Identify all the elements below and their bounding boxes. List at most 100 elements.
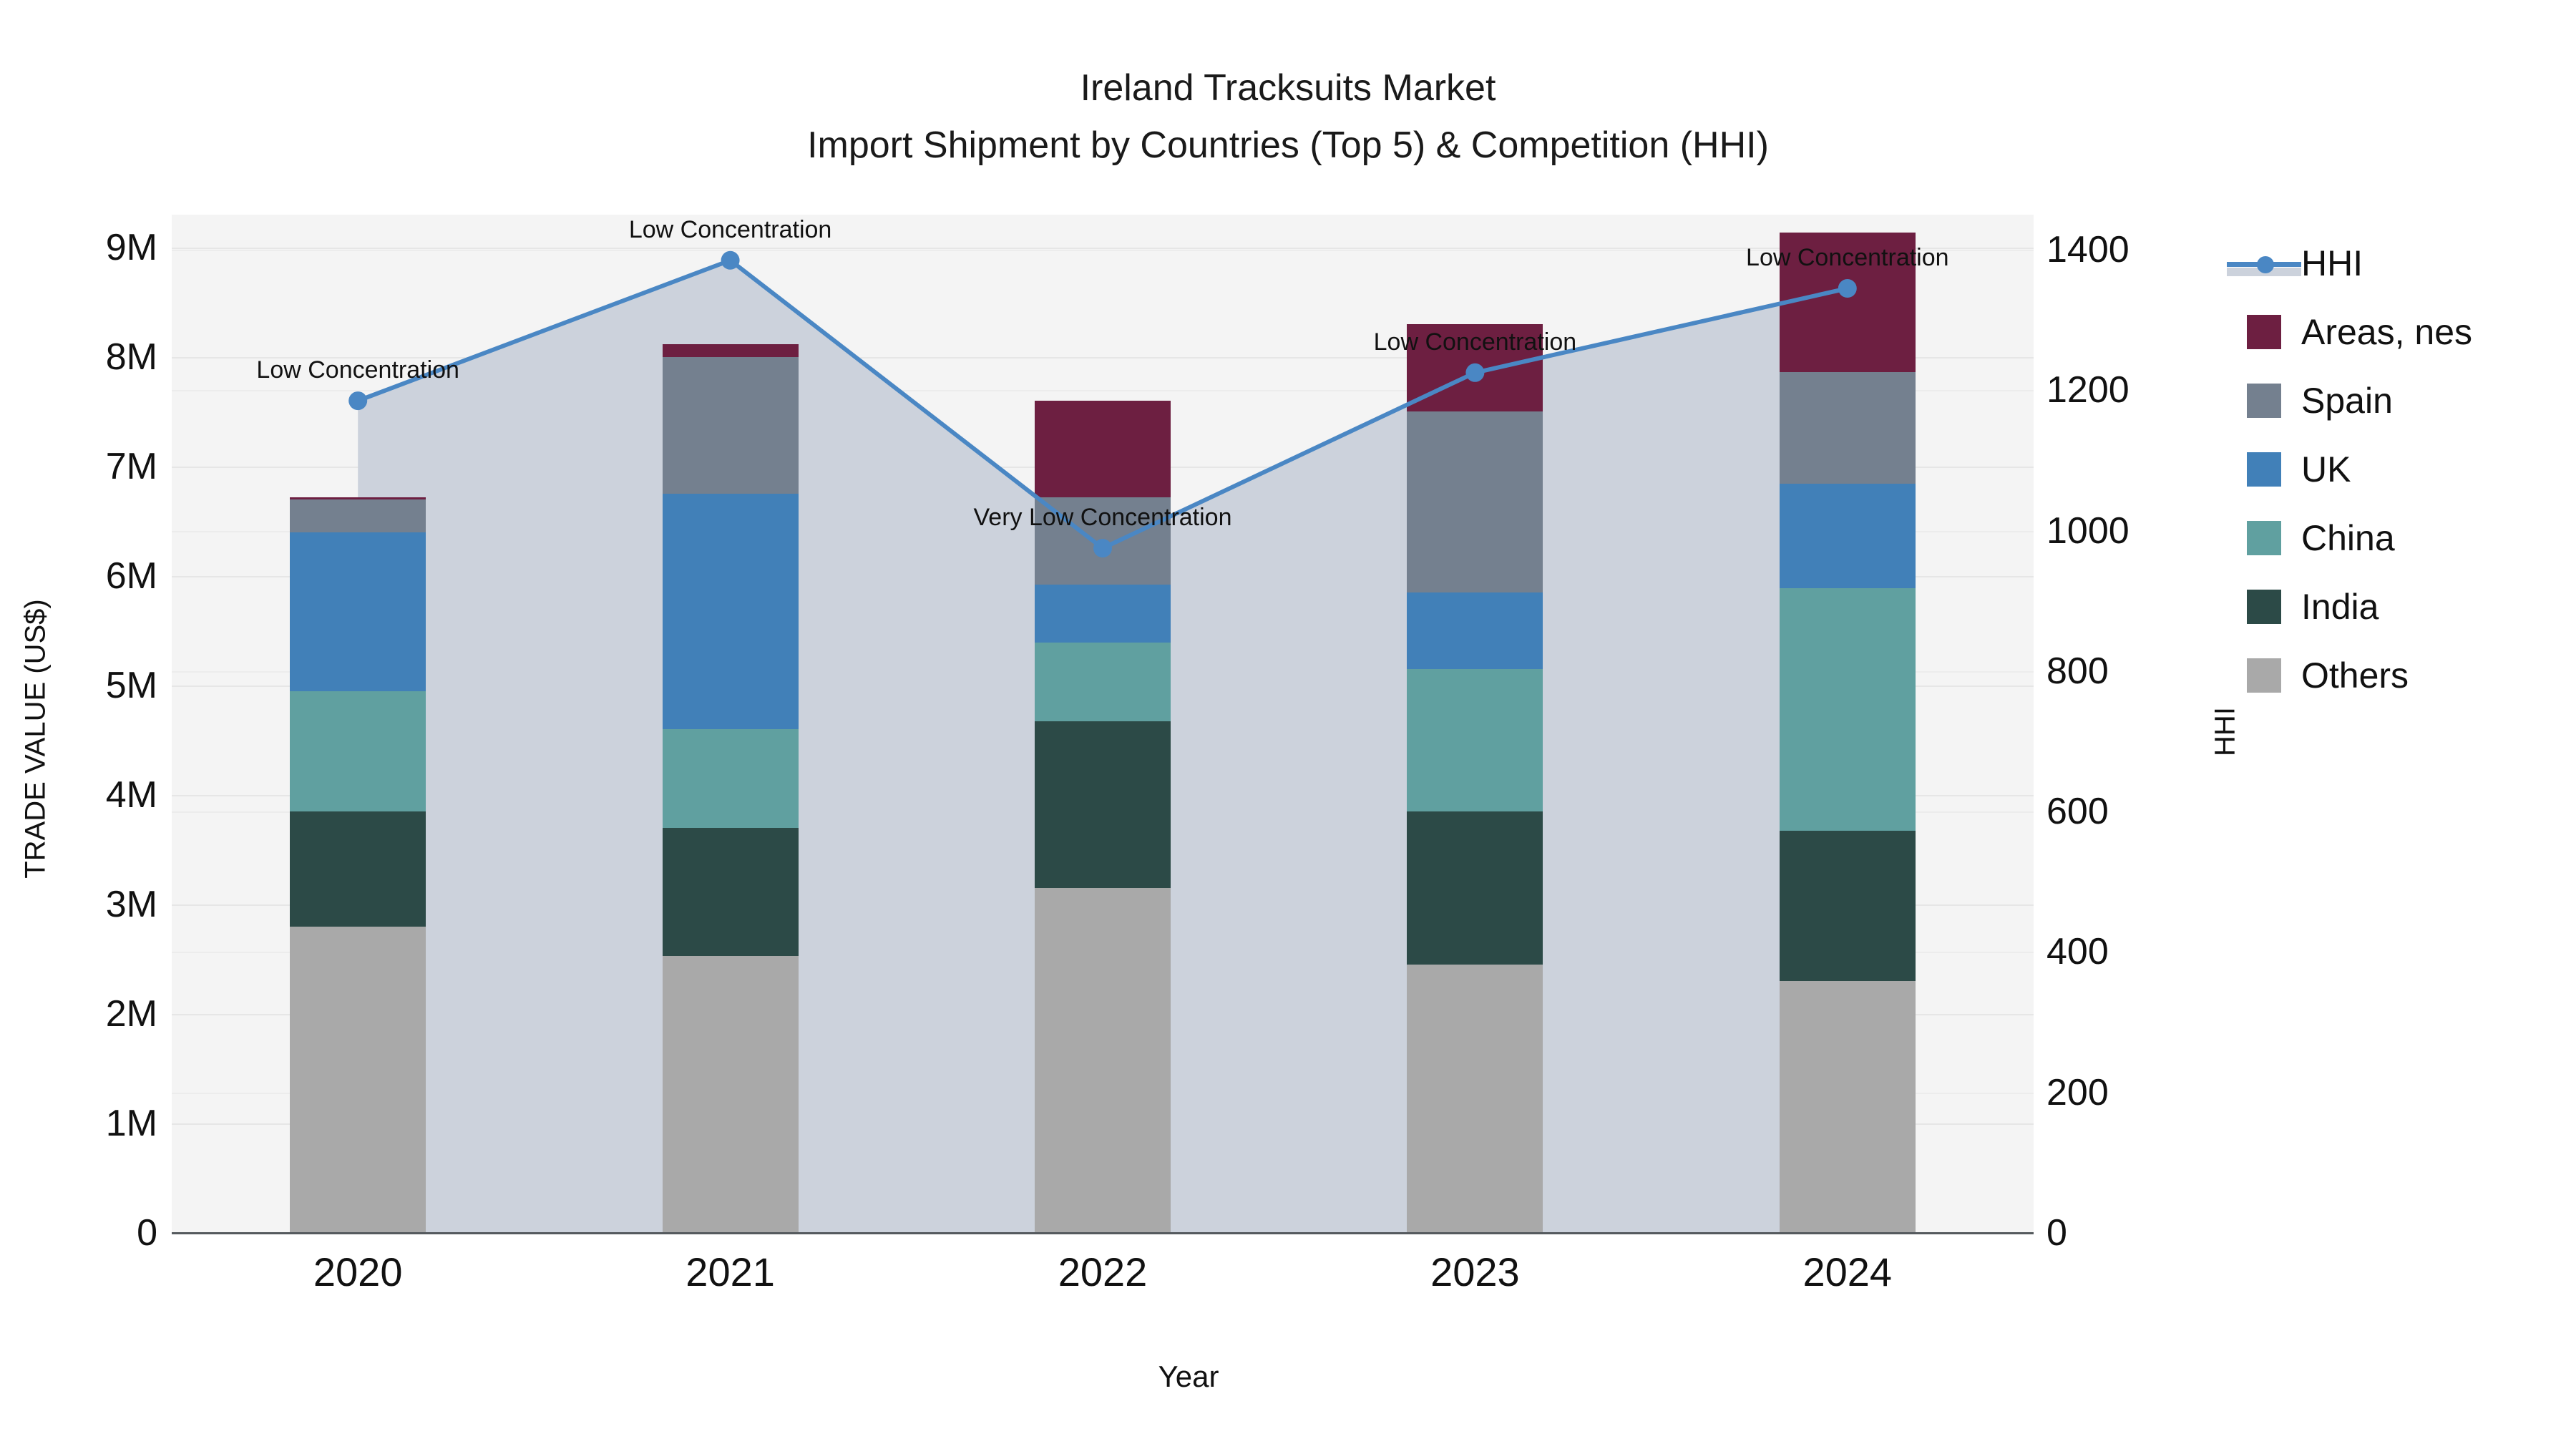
hhi-annotation: Low Concentration bbox=[1746, 244, 1949, 272]
legend-swatch bbox=[2247, 452, 2281, 487]
legend-swatch bbox=[2247, 384, 2281, 418]
bar-segment[interactable] bbox=[1035, 721, 1171, 889]
x-axis-line bbox=[172, 1232, 2034, 1234]
bar-segment[interactable] bbox=[662, 494, 799, 730]
y2-tick-label: 0 bbox=[2046, 1212, 2067, 1254]
bar-segment[interactable] bbox=[1035, 585, 1171, 643]
x-axis-label: Year bbox=[1158, 1360, 1219, 1393]
bar-segment[interactable] bbox=[1035, 643, 1171, 722]
bar-segment[interactable] bbox=[1407, 669, 1543, 811]
bar-segment[interactable] bbox=[1407, 411, 1543, 592]
chart-title: Ireland Tracksuits Market bbox=[1080, 67, 1496, 109]
gridline-y2 bbox=[172, 390, 2034, 392]
bar-segment[interactable] bbox=[290, 926, 426, 1233]
bar-stack[interactable] bbox=[1779, 215, 1916, 1233]
bar-stack[interactable] bbox=[1407, 215, 1543, 1233]
y2-tick-label: 1200 bbox=[2046, 369, 2129, 411]
bar-segment[interactable] bbox=[1407, 965, 1543, 1233]
hhi-data-point[interactable] bbox=[721, 250, 740, 270]
legend-label: Others bbox=[2301, 655, 2409, 696]
bar-segment[interactable] bbox=[1779, 372, 1916, 484]
legend-item[interactable]: Areas, nes bbox=[2247, 298, 2576, 366]
legend-item[interactable]: Spain bbox=[2247, 366, 2576, 435]
bar-stack[interactable] bbox=[1035, 215, 1171, 1233]
hhi-line-icon bbox=[2227, 246, 2301, 280]
hhi-data-point[interactable] bbox=[1838, 279, 1857, 298]
y-tick-label: 2M bbox=[105, 992, 157, 1035]
legend-label: Areas, nes bbox=[2301, 312, 2473, 352]
y-tick-label: 3M bbox=[105, 883, 157, 925]
x-tick-label: 2024 bbox=[1802, 1249, 1893, 1294]
x-tick-label: 2022 bbox=[1058, 1249, 1148, 1294]
y2-tick-label: 800 bbox=[2046, 650, 2109, 692]
legend-label: Spain bbox=[2301, 381, 2393, 421]
y-tick-label: 8M bbox=[105, 336, 157, 378]
gridline-y bbox=[172, 356, 2034, 358]
bar-segment[interactable] bbox=[662, 827, 799, 956]
legend-item[interactable]: China bbox=[2247, 504, 2576, 572]
bar-segment[interactable] bbox=[1779, 981, 1916, 1233]
legend-label: India bbox=[2301, 587, 2379, 627]
y-axis-left-label: TRADE VALUE (US$) bbox=[19, 599, 52, 879]
bar-segment[interactable] bbox=[662, 729, 799, 828]
legend-item[interactable]: HHI bbox=[2227, 229, 2576, 298]
bar-segment[interactable] bbox=[1779, 232, 1916, 373]
hhi-data-point[interactable] bbox=[1465, 363, 1485, 382]
hhi-annotation: Low Concentration bbox=[628, 215, 832, 243]
legend-swatch bbox=[2247, 315, 2281, 349]
legend-item[interactable]: UK bbox=[2247, 435, 2576, 504]
bar-segment[interactable] bbox=[290, 497, 426, 499]
hhi-annotation: Low Concentration bbox=[256, 356, 459, 384]
legend-swatch bbox=[2247, 590, 2281, 624]
legend-swatch bbox=[2247, 658, 2281, 693]
bar-stack[interactable] bbox=[290, 215, 426, 1233]
y2-tick-label: 400 bbox=[2046, 931, 2109, 973]
bar-segment[interactable] bbox=[662, 356, 799, 494]
y-tick-label: 7M bbox=[105, 445, 157, 487]
y2-tick-label: 600 bbox=[2046, 791, 2109, 833]
legend-item[interactable]: India bbox=[2247, 572, 2576, 641]
hhi-data-point[interactable] bbox=[348, 391, 368, 411]
legend-label: China bbox=[2301, 518, 2395, 558]
hhi-line-svg bbox=[348, 250, 1857, 558]
bar-segment[interactable] bbox=[662, 955, 799, 1233]
y-tick-label: 5M bbox=[105, 664, 157, 706]
y-axis-left: 0 1M 2M 3M 4M 5M 6M 7M 8M 9M bbox=[0, 0, 159, 1449]
bar-segment[interactable] bbox=[662, 343, 799, 357]
legend: HHI Areas, nes Spain UK China India Others bbox=[2227, 229, 2576, 710]
bar-segment[interactable] bbox=[1407, 592, 1543, 669]
bar-segment[interactable] bbox=[1035, 888, 1171, 1233]
bar-segment[interactable] bbox=[1779, 484, 1916, 588]
y2-tick-label: 1000 bbox=[2046, 509, 2129, 552]
bar-segment[interactable] bbox=[1779, 831, 1916, 982]
chart-title-block: Ireland Tracksuits Market Import Shipmen… bbox=[0, 0, 2576, 170]
x-tick-label: 2023 bbox=[1430, 1249, 1520, 1294]
y-tick-label: 9M bbox=[105, 226, 157, 268]
hhi-annotation: Very Low Concentration bbox=[973, 504, 1232, 532]
bar-segment[interactable] bbox=[290, 811, 426, 927]
bar-stack[interactable] bbox=[662, 215, 799, 1233]
legend-item[interactable]: Others bbox=[2247, 641, 2576, 710]
hhi-data-point[interactable] bbox=[1093, 539, 1112, 558]
y-tick-label: 6M bbox=[105, 555, 157, 597]
legend-label: HHI bbox=[2301, 243, 2363, 283]
y-tick-label: 1M bbox=[105, 1102, 157, 1144]
y2-tick-label: 200 bbox=[2046, 1071, 2109, 1113]
x-tick-label: 2020 bbox=[313, 1249, 403, 1294]
chart-subtitle: Import Shipment by Countries (Top 5) & C… bbox=[807, 125, 1769, 166]
legend-swatch bbox=[2247, 521, 2281, 555]
y2-tick-label: 1400 bbox=[2046, 229, 2129, 271]
y-tick-label: 0 bbox=[137, 1212, 157, 1254]
bar-segment[interactable] bbox=[1035, 401, 1171, 497]
legend-label: UK bbox=[2301, 449, 2351, 489]
y-axis-right: 0 200 400 600 800 1000 1200 1400 bbox=[2046, 0, 2261, 1449]
bar-segment[interactable] bbox=[290, 499, 426, 532]
bar-segment[interactable] bbox=[290, 691, 426, 811]
hhi-annotation: Low Concentration bbox=[1373, 328, 1577, 356]
y-axis-right-label: HHI bbox=[2209, 707, 2241, 756]
bar-segment[interactable] bbox=[1779, 587, 1916, 831]
bar-segment[interactable] bbox=[290, 532, 426, 691]
bar-segment[interactable] bbox=[1407, 811, 1543, 965]
x-tick-label: 2021 bbox=[686, 1249, 775, 1294]
